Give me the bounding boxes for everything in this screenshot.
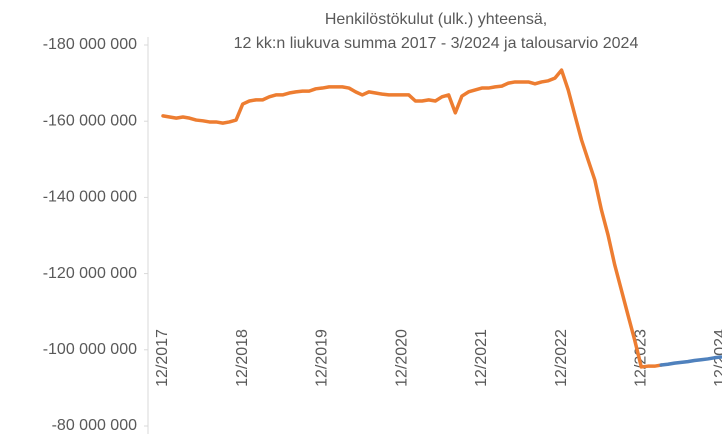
series-line: [659, 355, 722, 367]
y-tick-label: -100 000 000: [43, 341, 137, 358]
x-tick-label: 12/2022: [553, 329, 570, 387]
chart-title: Henkilöstökulut (ulk.) yhteensä,: [325, 11, 547, 28]
x-tick-label: 12/2021: [473, 329, 490, 387]
chart-subtitle: 12 kk:n liukuva summa 2017 - 3/2024 ja t…: [234, 35, 639, 52]
x-tick-label: 12/2020: [393, 329, 410, 387]
series-line: [161, 68, 663, 369]
x-tick-label: 12/2019: [314, 329, 331, 387]
y-tick-label: -140 000 000: [43, 189, 137, 206]
x-tick-label: 12/2018: [234, 329, 251, 387]
x-tick-label: 12/2017: [154, 329, 171, 387]
y-tick-label: -120 000 000: [43, 265, 137, 282]
y-tick-label: -80 000 000: [52, 417, 138, 434]
y-tick-label: -180 000 000: [43, 36, 137, 53]
y-tick-label: -160 000 000: [43, 112, 137, 129]
